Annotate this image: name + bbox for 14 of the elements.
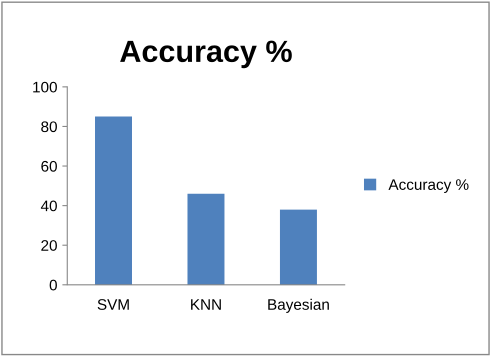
x-tick-label: SVM [98, 299, 129, 310]
y-tick-label: 0 [50, 280, 57, 290]
bar [280, 210, 317, 285]
y-tick-label: 60 [41, 160, 57, 172]
y-tick-label: 80 [41, 121, 57, 132]
chart-title: Accuracy % [120, 40, 292, 68]
bar [187, 194, 224, 285]
legend-label: Accuracy % [388, 179, 469, 193]
x-tick-label: Bayesian [268, 298, 329, 313]
y-tick-label: 100 [33, 82, 57, 93]
y-tick-label: 40 [40, 200, 57, 212]
y-tick-label: 20 [41, 240, 57, 251]
x-tick-label: KNN [191, 299, 221, 310]
bar [95, 116, 132, 285]
